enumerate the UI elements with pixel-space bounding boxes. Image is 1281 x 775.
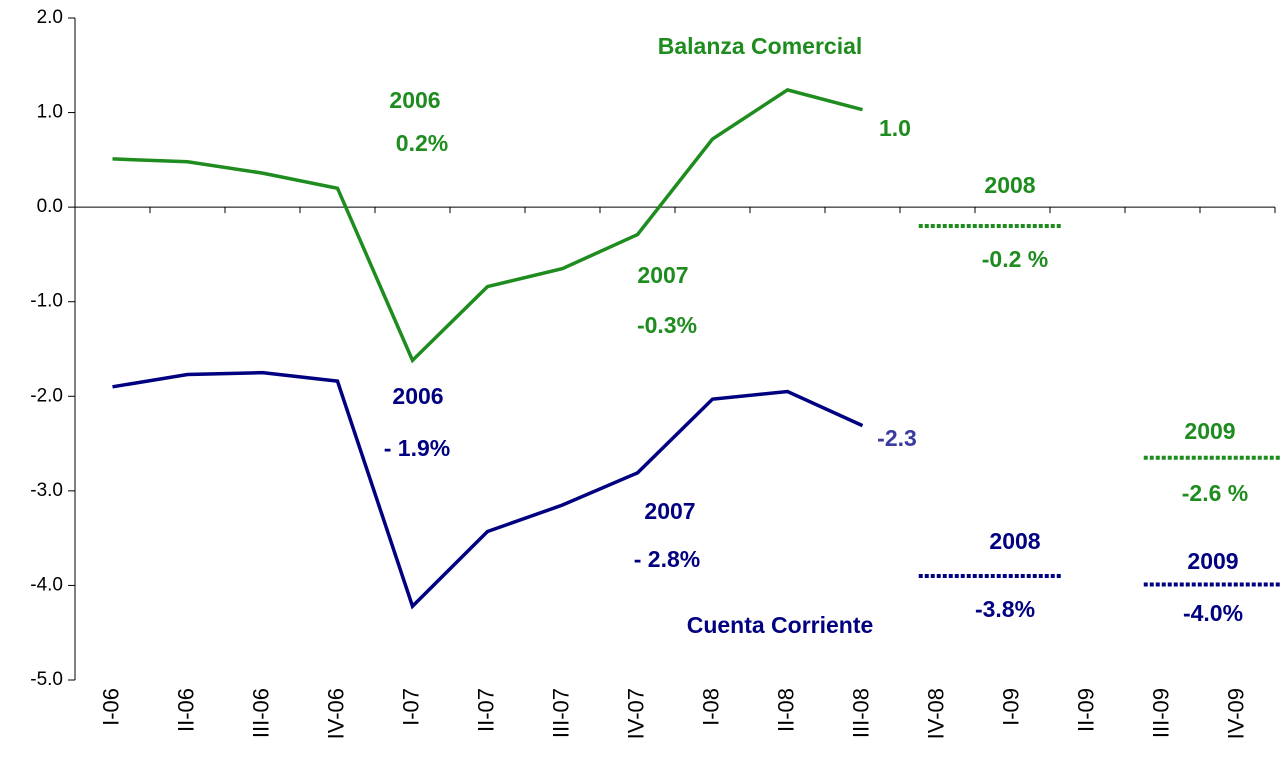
annotation: 1.0 <box>879 115 911 141</box>
x-tick-label: III-09 <box>1148 688 1173 738</box>
y-tick-label: -2.0 <box>30 385 63 406</box>
y-tick-label: 2.0 <box>37 7 63 28</box>
x-tick-label: II-07 <box>473 688 498 732</box>
y-tick-label: 1.0 <box>37 102 63 123</box>
x-tick-label: II-08 <box>773 688 798 732</box>
x-tick-label: I-09 <box>998 688 1023 726</box>
x-tick-label: III-06 <box>248 688 273 738</box>
x-tick-label: I-08 <box>698 688 723 726</box>
annotation: -2.6 % <box>1182 480 1248 506</box>
y-tick-label: -4.0 <box>30 574 63 595</box>
annotation: 2008 <box>989 528 1040 554</box>
x-tick-label: IV-09 <box>1223 688 1248 739</box>
annotation: -0.2 % <box>982 246 1048 272</box>
x-tick-label: I-07 <box>398 688 423 726</box>
annotation: -3.8% <box>975 596 1035 622</box>
annotation: - 1.9% <box>384 435 450 461</box>
annotation: 2009 <box>1187 548 1238 574</box>
annotation: - 2.8% <box>634 546 700 572</box>
series-line <box>112 370 864 610</box>
series-label: Cuenta Corriente <box>687 612 874 638</box>
annotation: 2006 <box>389 87 440 113</box>
x-tick-label: II-06 <box>173 688 198 732</box>
annotation: 2008 <box>984 172 1035 198</box>
x-tick-label: I-06 <box>98 688 123 726</box>
annotation: 2007 <box>644 498 695 524</box>
x-tick-label: IV-06 <box>323 688 348 739</box>
annotation: 2007 <box>637 262 688 288</box>
annotation: 2009 <box>1184 418 1235 444</box>
series-label: Balanza Comercial <box>658 33 863 59</box>
x-tick-label: IV-08 <box>923 688 948 739</box>
annotation: -0.3% <box>637 312 697 338</box>
annotation: 0.2% <box>396 130 448 156</box>
y-tick-label: -1.0 <box>30 291 63 312</box>
annotation: 2006 <box>392 383 443 409</box>
y-tick-label: 0.0 <box>37 196 63 217</box>
y-tick-label: -5.0 <box>30 669 63 690</box>
annotation: -4.0% <box>1183 600 1243 626</box>
x-tick-label: II-09 <box>1073 688 1098 732</box>
x-tick-label: III-07 <box>548 688 573 738</box>
y-tick-label: -3.0 <box>30 480 63 501</box>
annotation: -2.3 <box>877 425 917 451</box>
x-tick-label: IV-07 <box>623 688 648 739</box>
x-tick-label: III-08 <box>848 688 873 738</box>
series-line <box>112 87 863 364</box>
